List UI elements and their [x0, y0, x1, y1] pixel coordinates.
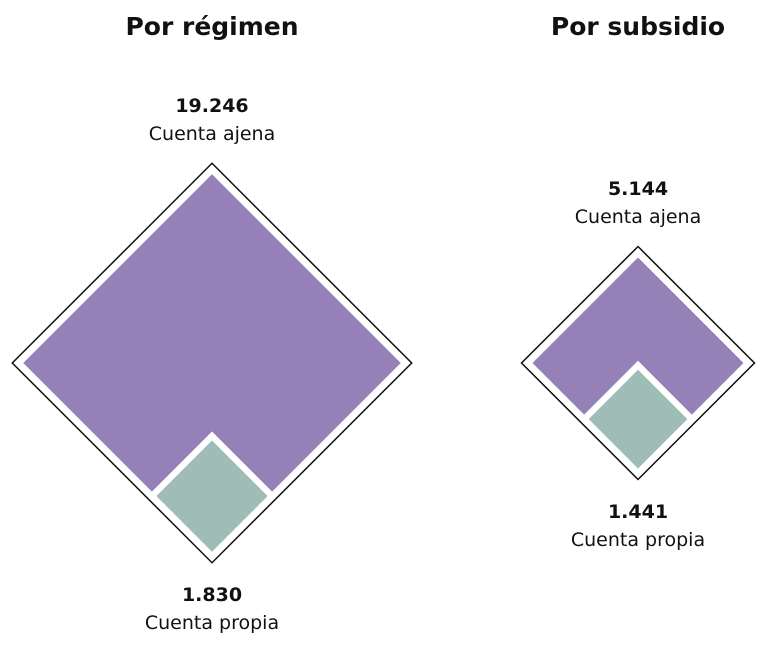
chart-title: Por subsidio — [551, 12, 725, 41]
category-label: Cuenta propia — [571, 529, 705, 551]
value-label: 1.441 — [608, 501, 668, 523]
value-label: 5.144 — [608, 178, 668, 200]
diamond-area — [156, 440, 268, 552]
category-label: Cuenta ajena — [575, 206, 701, 228]
chart-title: Por régimen — [125, 12, 298, 41]
value-label: 19.246 — [175, 95, 248, 117]
diamond-area — [588, 369, 688, 469]
category-label: Cuenta ajena — [149, 123, 275, 145]
diamond-area — [23, 174, 401, 552]
value-label: 1.830 — [182, 584, 242, 606]
category-label: Cuenta propia — [145, 612, 279, 634]
